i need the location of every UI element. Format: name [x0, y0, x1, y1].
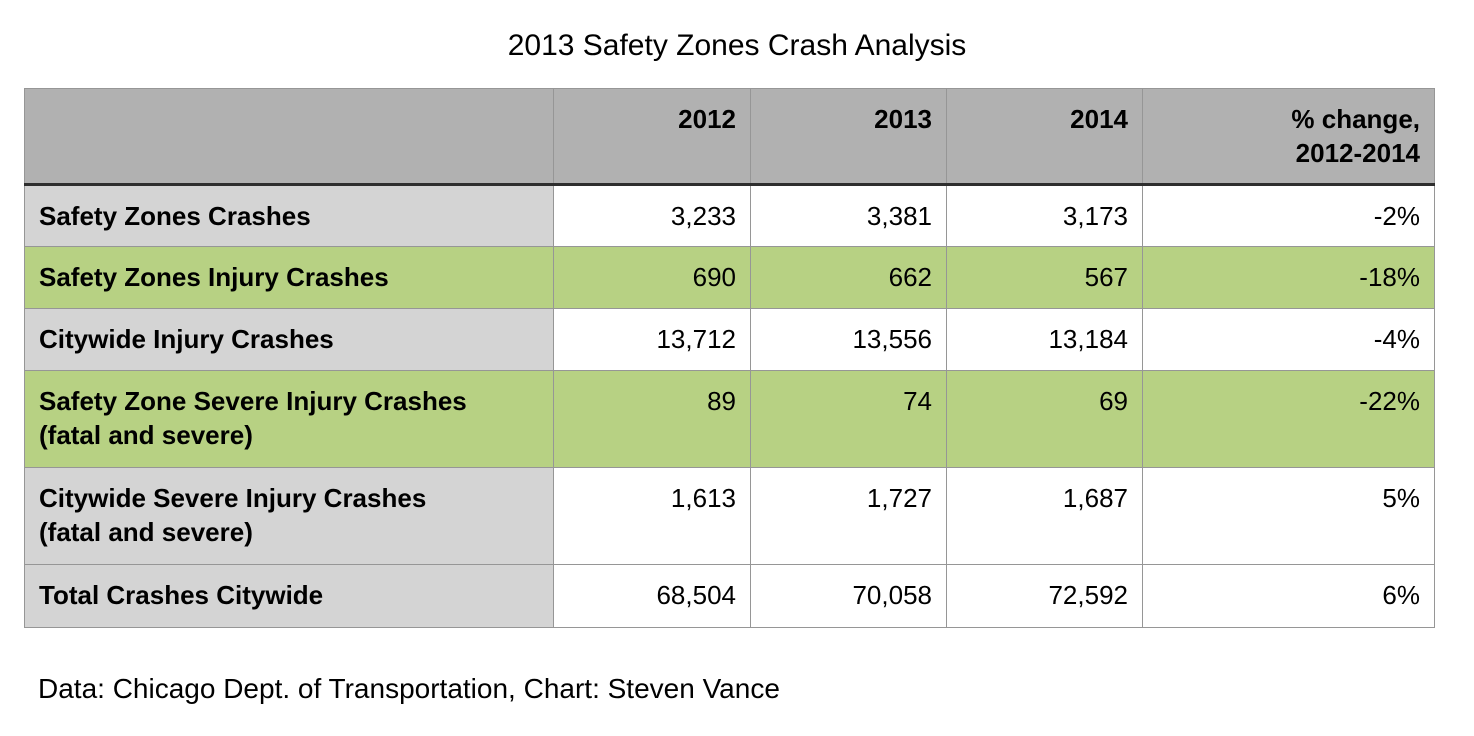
table-row-safety-zone-severe-injury-crashes: Safety Zone Severe Injury Crashes (fatal…	[24, 370, 1435, 468]
cell-2013: 70,058	[750, 564, 947, 628]
header-pct-change: % change, 2012-2014	[1142, 88, 1435, 186]
table-header-row: 2012 2013 2014 % change, 2012-2014	[24, 88, 1435, 186]
table-row-citywide-severe-injury-crashes: Citywide Severe Injury Crashes (fatal an…	[24, 467, 1435, 565]
chart-title: 2013 Safety Zones Crash Analysis	[507, 29, 967, 62]
header-pct-change-line1: % change,	[1291, 104, 1420, 134]
table-row-total-crashes-citywide: Total Crashes Citywide 68,504 70,058 72,…	[24, 564, 1435, 628]
table-row-safety-zones-injury-crashes: Safety Zones Injury Crashes 690 662 567 …	[24, 246, 1435, 309]
cell-2012: 690	[553, 246, 751, 309]
cell-2014: 1,687	[946, 467, 1143, 565]
cell-2014: 13,184	[946, 308, 1143, 371]
row-label: Total Crashes Citywide	[24, 564, 554, 628]
cell-2013: 1,727	[750, 467, 947, 565]
header-2014: 2014	[946, 88, 1143, 186]
table-row-citywide-injury-crashes: Citywide Injury Crashes 13,712 13,556 13…	[24, 308, 1435, 371]
cell-pct-change: -2%	[1142, 184, 1435, 247]
row-label-line2: (fatal and severe)	[39, 517, 253, 547]
cell-2013: 3,381	[750, 184, 947, 247]
header-corner-cell	[24, 88, 554, 186]
crash-analysis-table: 2012 2013 2014 % change, 2012-2014 Safet…	[24, 88, 1435, 628]
row-label: Citywide Severe Injury Crashes (fatal an…	[24, 467, 554, 565]
row-label-line2: (fatal and severe)	[39, 420, 253, 450]
cell-2014: 72,592	[946, 564, 1143, 628]
cell-2014: 69	[946, 370, 1143, 468]
row-label: Safety Zones Crashes	[24, 184, 554, 247]
header-2013: 2013	[750, 88, 947, 186]
cell-2013: 13,556	[750, 308, 947, 371]
cell-2013: 662	[750, 246, 947, 309]
row-label-line1: Citywide Severe Injury Crashes	[39, 483, 427, 513]
cell-2014: 3,173	[946, 184, 1143, 247]
header-pct-change-line2: 2012-2014	[1295, 138, 1420, 168]
row-label-line1: Safety Zone Severe Injury Crashes	[39, 386, 467, 416]
header-2012: 2012	[553, 88, 751, 186]
row-label: Safety Zones Injury Crashes	[24, 246, 554, 309]
cell-2014: 567	[946, 246, 1143, 309]
row-label: Safety Zone Severe Injury Crashes (fatal…	[24, 370, 554, 468]
cell-2012: 1,613	[553, 467, 751, 565]
cell-2012: 68,504	[553, 564, 751, 628]
cell-pct-change: -18%	[1142, 246, 1435, 309]
cell-2012: 89	[553, 370, 751, 468]
row-label: Citywide Injury Crashes	[24, 308, 554, 371]
cell-2012: 3,233	[553, 184, 751, 247]
cell-pct-change: 6%	[1142, 564, 1435, 628]
table-row-safety-zones-crashes: Safety Zones Crashes 3,233 3,381 3,173 -…	[24, 184, 1435, 247]
cell-pct-change: -22%	[1142, 370, 1435, 468]
data-source-caption: Data: Chicago Dept. of Transportation, C…	[38, 673, 780, 704]
cell-pct-change: -4%	[1142, 308, 1435, 371]
cell-pct-change: 5%	[1142, 467, 1435, 565]
cell-2013: 74	[750, 370, 947, 468]
cell-2012: 13,712	[553, 308, 751, 371]
